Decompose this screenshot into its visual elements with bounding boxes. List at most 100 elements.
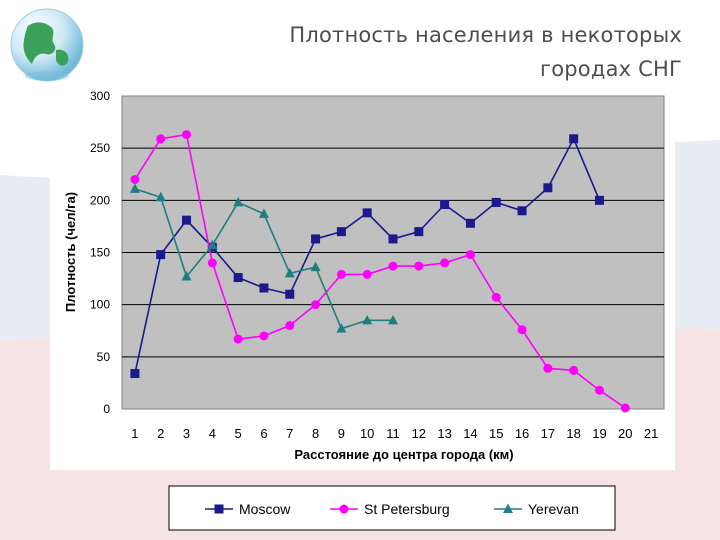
data-point-moscow	[362, 208, 372, 218]
series-yerevan	[129, 183, 398, 333]
data-point-moscow	[182, 215, 192, 225]
data-point-moscow	[388, 234, 398, 244]
data-point-moscow	[336, 227, 346, 237]
data-point-st-petersburg	[311, 300, 321, 310]
data-point-st-petersburg	[517, 325, 527, 335]
data-point-moscow	[156, 250, 166, 260]
data-point-st-petersburg	[156, 134, 166, 144]
y-tick-label: 50	[97, 350, 111, 364]
data-point-yerevan	[233, 196, 244, 207]
x-tick-label: 5	[235, 426, 242, 441]
x-tick-label: 10	[360, 426, 374, 441]
data-point-st-petersburg	[569, 365, 579, 375]
data-point-moscow	[311, 234, 321, 244]
x-tick-label: 3	[183, 426, 190, 441]
data-point-st-petersburg	[465, 250, 475, 260]
data-point-st-petersburg	[362, 269, 372, 279]
y-tick-label: 150	[90, 246, 110, 260]
data-point-moscow	[465, 218, 475, 228]
data-point-moscow	[414, 227, 424, 237]
globe-icon	[10, 8, 84, 82]
data-point-yerevan	[310, 261, 321, 272]
legend-item-st-petersburg: St Petersburg	[330, 501, 450, 517]
data-point-moscow	[491, 197, 501, 207]
data-point-moscow	[285, 289, 295, 299]
data-point-st-petersburg	[233, 334, 243, 344]
x-tick-label: 8	[312, 426, 319, 441]
legend-item-yerevan: Yerevan	[494, 501, 579, 517]
x-tick-label: 21	[644, 426, 658, 441]
data-point-st-petersburg	[620, 403, 630, 413]
legend-label: St Petersburg	[364, 501, 450, 517]
title-line-2: городах СНГ	[539, 57, 682, 81]
data-point-yerevan	[155, 191, 166, 202]
legend-marker	[339, 504, 349, 514]
gridlines	[122, 147, 664, 358]
data-point-st-petersburg	[491, 292, 501, 302]
y-tick-label: 200	[90, 193, 110, 207]
data-point-st-petersburg	[388, 261, 398, 271]
data-point-st-petersburg	[207, 258, 217, 268]
data-point-yerevan	[258, 208, 269, 218]
x-tick-label: 9	[338, 426, 345, 441]
y-tick-label: 300	[90, 89, 110, 103]
title-line-1: Плотность населения в некоторых	[289, 23, 682, 47]
x-tick-label: 11	[386, 426, 400, 441]
data-point-moscow	[130, 369, 140, 379]
x-tick-label: 12	[412, 426, 426, 441]
data-point-st-petersburg	[543, 363, 553, 373]
legend-marker	[503, 503, 513, 513]
data-point-yerevan	[362, 314, 373, 325]
x-tick-label: 13	[437, 426, 451, 441]
x-tick-labels: 1 2 3 4 5 6 7 8 9 10 11 12 13 14 15 16 17 18 19 20 21	[131, 426, 658, 441]
data-point-yerevan	[284, 267, 295, 278]
x-tick-label: 1	[131, 426, 138, 441]
series-line-st-petersburg	[134, 133, 626, 409]
data-point-moscow	[569, 134, 579, 144]
y-axis-label: Плотность (чел/га)	[63, 192, 78, 312]
x-tick-label: 14	[463, 426, 477, 441]
data-point-yerevan	[181, 270, 192, 281]
legend-item-moscow: Moscow	[205, 501, 291, 517]
x-tick-label: 17	[541, 426, 555, 441]
data-point-st-petersburg	[336, 269, 346, 279]
y-tick-labels: 0 50 100 150 200 250 300	[90, 89, 110, 416]
data-point-yerevan	[207, 239, 218, 250]
data-point-st-petersburg	[414, 261, 424, 271]
data-point-moscow	[543, 183, 553, 193]
data-point-st-petersburg	[130, 174, 140, 184]
x-tick-label: 16	[515, 426, 529, 441]
legend-label: Yerevan	[528, 501, 579, 517]
data-point-yerevan	[336, 323, 347, 333]
legend-marker	[214, 504, 224, 514]
data-point-st-petersburg	[285, 321, 295, 331]
x-tick-label: 2	[157, 426, 164, 441]
legend-label: Moscow	[239, 501, 291, 517]
x-tick-label: 15	[489, 426, 503, 441]
x-axis-label: Расстояние до центра города (км)	[294, 447, 513, 462]
data-point-st-petersburg	[594, 385, 604, 395]
data-point-moscow	[440, 200, 450, 210]
data-point-yerevan	[388, 314, 398, 325]
x-tick-label: 20	[618, 426, 632, 441]
y-tick-label: 100	[90, 298, 110, 312]
x-tick-label: 6	[260, 426, 267, 441]
y-tick-label: 250	[90, 141, 110, 155]
series-layer	[129, 130, 630, 413]
y-tick-label: 0	[103, 402, 110, 416]
data-point-moscow	[233, 273, 243, 283]
data-point-moscow	[517, 206, 527, 216]
data-point-st-petersburg	[440, 258, 450, 268]
legend-box	[168, 485, 616, 531]
x-tick-label: 4	[209, 426, 216, 441]
data-point-st-petersburg	[259, 331, 269, 341]
slide-title: Плотность населения в некоторых городах …	[212, 18, 682, 86]
x-tick-label: 19	[592, 426, 606, 441]
legend: Moscow St Petersburg Yerevan	[205, 501, 579, 517]
data-point-moscow	[594, 195, 604, 205]
x-tick-label: 7	[286, 426, 293, 441]
x-tick-label: 18	[566, 426, 580, 441]
data-point-st-petersburg	[182, 130, 192, 140]
data-point-yerevan	[129, 183, 140, 193]
